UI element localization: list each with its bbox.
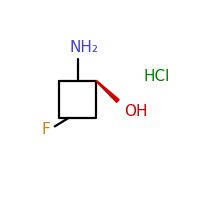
Text: NH₂: NH₂ — [70, 40, 99, 55]
Text: HCl: HCl — [143, 69, 170, 84]
Polygon shape — [96, 81, 119, 102]
Text: F: F — [41, 122, 50, 137]
Text: OH: OH — [124, 104, 148, 119]
